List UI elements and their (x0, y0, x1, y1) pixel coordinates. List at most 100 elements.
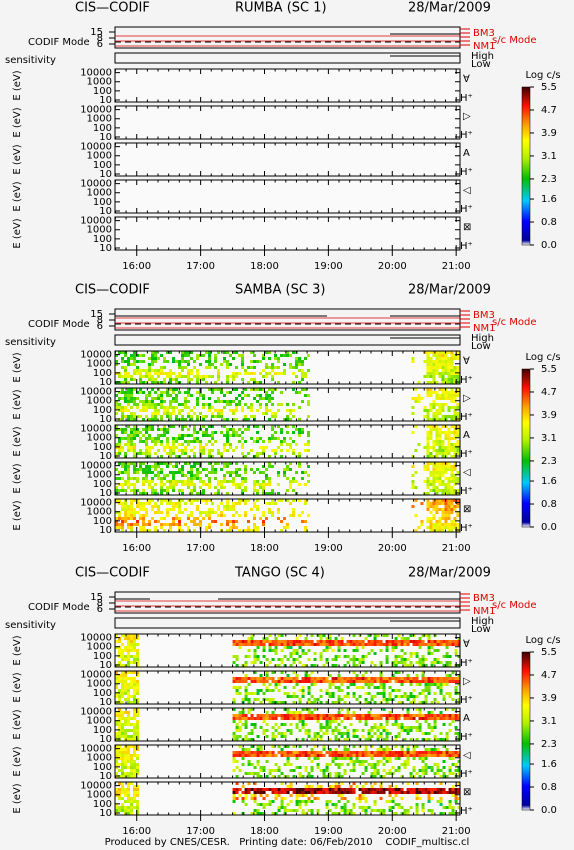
spectrogram-pixel (181, 511, 184, 514)
spectrogram-pixel (163, 360, 166, 363)
spectrogram-pixel (268, 714, 272, 717)
spectrogram-pixel (130, 397, 133, 400)
spectrogram-pixel (450, 480, 454, 483)
spectrogram-pixel (325, 766, 329, 769)
spectrogram-pixel (453, 431, 457, 434)
spectrogram-pixel (133, 431, 136, 434)
spectrogram-pixel (265, 477, 268, 480)
spectrogram-pixel (133, 766, 136, 769)
spectrogram-pixel (151, 480, 154, 483)
spectrogram-pixel (226, 400, 229, 403)
date: 28/Mar/2009 (408, 566, 491, 581)
energy-axis-label: E (eV) (12, 181, 23, 211)
spectrogram-pixel (367, 732, 371, 735)
spectrogram-pixel (307, 772, 311, 775)
spectrogram-pixel (247, 520, 250, 523)
spectrogram-pixel (441, 440, 445, 443)
spectrogram-pixel (127, 723, 130, 726)
spectrogram-pixel (238, 486, 241, 489)
spectrogram-pixel (244, 440, 247, 443)
spectrogram-pixel (292, 649, 296, 652)
spectrogram-pixel (133, 443, 136, 446)
spectrogram-pixel (232, 760, 236, 763)
spectrogram-pixel (289, 363, 292, 366)
spectrogram-pixel (367, 680, 371, 683)
spectrogram-pixel (148, 465, 151, 468)
spectrogram-pixel (426, 388, 430, 391)
spectrogram-pixel (394, 720, 398, 723)
spectrogram-pixel (450, 508, 454, 511)
spectrogram-pixel (247, 381, 250, 384)
spectrogram-pixel (229, 508, 232, 511)
spectrogram-pixel (259, 714, 263, 717)
spectrogram-pixel (187, 381, 190, 384)
spectrogram-pixel (337, 649, 341, 652)
spectrogram-pixel (379, 674, 383, 677)
spectrogram-pixel (217, 415, 220, 418)
spectrogram-pixel (430, 711, 434, 714)
spectrogram-pixel (421, 643, 425, 646)
spectrogram-pixel (409, 692, 413, 695)
spectrogram-pixel (148, 357, 151, 360)
spectrogram-pixel (310, 680, 314, 683)
spectrogram-pixel (352, 643, 356, 646)
spectrogram-pixel (253, 425, 256, 428)
spectrogram-pixel (226, 499, 229, 502)
spectrogram-pixel (193, 440, 196, 443)
spectrogram-pixel (451, 643, 455, 646)
spectrogram-pixel (346, 692, 350, 695)
spectrogram-pixel (304, 637, 308, 640)
spectrogram-pixel (319, 695, 323, 698)
spectrogram-pixel (136, 680, 139, 683)
spectrogram-pixel (262, 449, 265, 452)
spectrogram-pixel (456, 418, 460, 421)
spectrogram-pixel (127, 658, 130, 661)
spectrogram-pixel (136, 664, 139, 667)
spectrogram-pixel (426, 526, 430, 529)
spectrogram-pixel (202, 499, 205, 502)
spectrogram-pixel (157, 440, 160, 443)
spectrogram-pixel (229, 505, 232, 508)
spectrogram-pixel (166, 446, 169, 449)
spectrogram-pixel (403, 726, 407, 729)
spectrogram-pixel (211, 449, 214, 452)
spectrogram-pixel (406, 698, 410, 701)
spectrogram-pixel (139, 360, 142, 363)
spectrogram-pixel (148, 372, 151, 375)
spectrogram-pixel (181, 492, 184, 495)
spectrogram-pixel (256, 717, 260, 720)
spectrogram-pixel (130, 462, 133, 465)
spectrogram-pixel (235, 431, 238, 434)
spectrogram-pixel (208, 397, 211, 400)
energy-tick-label: 10 (99, 206, 112, 217)
spectrogram-pixel (441, 443, 445, 446)
sc-label: NM1 (473, 323, 495, 334)
spectrogram-pixel (229, 471, 232, 474)
spectrogram-pixel (238, 769, 242, 772)
spectrogram-pixel (133, 677, 136, 680)
spectrogram-pixel (235, 446, 238, 449)
spectrogram-pixel (295, 726, 299, 729)
spectrogram-pixel (325, 717, 329, 720)
spectrogram-pixel (328, 748, 332, 751)
spectrogram-pixel (289, 409, 292, 412)
sensitivity-panel (114, 617, 461, 629)
spectrogram-pixel (292, 695, 296, 698)
energy-tick-label: 10 (99, 451, 112, 462)
spectrogram-pixel (244, 680, 248, 683)
spectrogram-pixel (430, 717, 434, 720)
spectrogram-pixel (450, 489, 454, 492)
spectrogram-pixel (358, 658, 362, 661)
spectrogram-pixel (121, 409, 124, 412)
spectrogram-pixel (202, 446, 205, 449)
spectrogram-pixel (277, 366, 280, 369)
spectrogram-pixel (280, 440, 283, 443)
spectrogram-pixel (277, 634, 281, 637)
energy-tick-label: 100 (93, 86, 112, 97)
spectrogram-pixel (184, 375, 187, 378)
spectrogram-pixel (423, 409, 427, 412)
spectrogram-pixel (307, 394, 310, 397)
spectrogram-pixel (121, 505, 124, 508)
spectrogram-pixel (423, 375, 427, 378)
spectrogram-pixel (367, 677, 371, 680)
